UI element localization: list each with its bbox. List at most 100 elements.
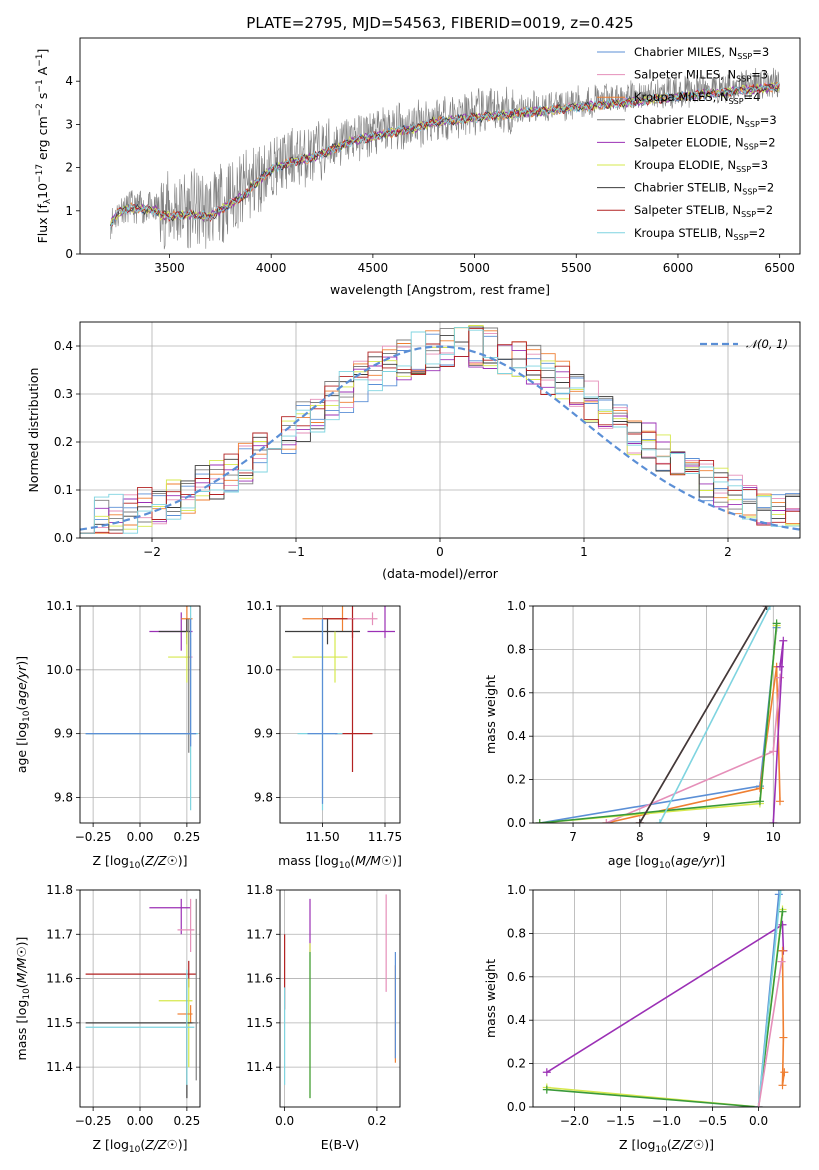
x-tick-label: 0.0 [275, 1114, 294, 1128]
y-tick-label: 0.2 [54, 435, 73, 449]
x-tick-label: 4000 [256, 261, 287, 275]
histogram-chabrier-stelib [80, 326, 800, 534]
y-tick-label: 0.0 [507, 816, 526, 830]
weight-marker [542, 1068, 551, 1077]
data-point [168, 631, 191, 683]
weight-line [659, 606, 771, 823]
y-tick-label: 0.4 [54, 339, 73, 353]
weight-line [546, 911, 784, 1107]
weight-marker [769, 819, 778, 823]
y-tick-label: 0.8 [507, 642, 526, 656]
x-tick-label: 2 [724, 545, 732, 559]
y-tick-label: 0.3 [54, 387, 73, 401]
plot-area [535, 606, 788, 823]
x-axis-label: (data-model)/error [382, 566, 499, 581]
weight-marker [774, 890, 783, 899]
y-tick-label: 1 [65, 204, 73, 218]
data-point [367, 606, 395, 638]
plot-area [284, 894, 396, 1099]
y-tick-label: 9.8 [54, 790, 73, 804]
y-axis-label: Normed distribution [26, 368, 41, 493]
legend-entry: Kroupa ELODIE, NSSP=3 [634, 158, 768, 174]
y-axis-label: mass [log10(M/M☉)] [14, 937, 32, 1061]
x-axis-label: wavelength [Angstrom, rest frame] [330, 282, 550, 297]
panel-spectrum: 3500 4000 4500 5000 5500 6000 6500 0 1 2 3 4 PLATE=2… [35, 14, 801, 297]
x-tick-label: −0.25 [75, 830, 112, 844]
legend: Chabrier MILES, NSSP=3 Salpeter MILES, NS… [597, 45, 777, 242]
data-point [85, 618, 197, 747]
x-tick-label: 1 [580, 545, 588, 559]
x-tick-label: 6500 [764, 261, 795, 275]
x-tick-label: 3500 [154, 261, 185, 275]
y-axis-label: Flux [fλ10−17 erg cm−2 s−1 A−1] [35, 49, 53, 244]
x-axis-label: Z [log10(Z/Z☉)] [619, 1137, 714, 1155]
weight-marker [762, 606, 771, 610]
legend-entry: 𝒩(0, 1) [746, 337, 788, 351]
weight-marker [769, 747, 778, 756]
weight-marker [775, 797, 784, 806]
y-tick-label: 11.8 [246, 883, 273, 897]
y-tick-label: 9.9 [254, 727, 273, 741]
panel-mass_vs_EBV: 0.0 0.2 11.4 11.5 11.6 11.7 11.8 E(B-V) [246, 883, 401, 1152]
plot-area [85, 606, 199, 811]
weight-marker [542, 1085, 551, 1094]
axes-frame [279, 605, 401, 824]
x-axis-label: mass [log10(M/M☉)] [278, 853, 402, 871]
weight-marker [602, 819, 611, 823]
x-tick-label: −1 [287, 545, 305, 559]
x-tick-label: −2.0 [560, 1114, 589, 1128]
weight-marker [755, 797, 764, 806]
y-tick-label: 0.0 [54, 531, 73, 545]
x-axis-label: Z [log10(Z/Z☉)] [92, 853, 187, 871]
weight-marker [778, 946, 787, 955]
y-tick-label: 11.6 [246, 972, 273, 986]
data-point [192, 898, 199, 1081]
y-tick-label: 10.0 [46, 663, 73, 677]
y-tick-label: 11.6 [46, 972, 73, 986]
x-tick-label: 7 [569, 830, 577, 844]
y-tick-label: 4 [65, 74, 73, 88]
chart-title: PLATE=2795, MJD=54563, FIBERID=0019, z=0… [246, 14, 633, 32]
weight-line [757, 961, 783, 1107]
weight-marker [535, 819, 544, 823]
y-tick-label: 0.8 [507, 926, 526, 940]
data-point [292, 631, 348, 683]
x-axis-label: E(B-V) [321, 1137, 360, 1152]
x-tick-label: 0.25 [174, 830, 201, 844]
y-axis-label-main: Flux [f [35, 204, 50, 244]
x-tick-label: −1.0 [652, 1114, 681, 1128]
x-tick-label: −0.25 [75, 1114, 112, 1128]
plot-area [542, 890, 789, 1107]
x-tick-label: 0.25 [174, 1114, 201, 1128]
x-tick-label: 0.0 [749, 1114, 768, 1128]
x-tick-label: 0 [436, 545, 444, 559]
y-tick-label: 1.0 [507, 599, 526, 613]
weight-marker [778, 920, 787, 929]
x-tick-label: −0.5 [698, 1114, 727, 1128]
y-tick-label: 11.7 [246, 927, 273, 941]
histogram-salpeter-stelib [80, 328, 800, 534]
x-tick-label: 0.2 [367, 1114, 386, 1128]
y-tick-label: 0.4 [507, 1013, 526, 1027]
axes-frame [532, 605, 801, 824]
x-tick-label: 9 [703, 830, 711, 844]
y-tick-label: 9.9 [54, 727, 73, 741]
x-tick-label: 0.00 [127, 1114, 154, 1128]
y-tick-label: 11.8 [46, 883, 73, 897]
observed-spectrum [110, 67, 780, 250]
y-tick-label: 0.0 [507, 1100, 526, 1114]
panel-massweight_vs_age: 7 8 9 10 0.0 0.2 0.4 0.6 0.8 1.0 mass weight age [l… [483, 599, 801, 871]
x-tick-label: 5000 [459, 261, 490, 275]
x-axis-label: age [log10(age/yr)] [608, 853, 725, 871]
data-point [177, 898, 195, 952]
x-tick-label: 6000 [663, 261, 694, 275]
histogram-chabrier-miles [80, 333, 800, 534]
weight-marker [780, 1068, 789, 1077]
weight-marker [776, 890, 785, 894]
legend-entry: Salpeter STELIB, NSSP=2 [634, 203, 773, 219]
y-tick-label: 0.6 [507, 686, 526, 700]
y-tick-label: 11.4 [246, 1060, 273, 1074]
plot-area [285, 606, 395, 811]
y-tick-label: 11.5 [246, 1016, 273, 1030]
